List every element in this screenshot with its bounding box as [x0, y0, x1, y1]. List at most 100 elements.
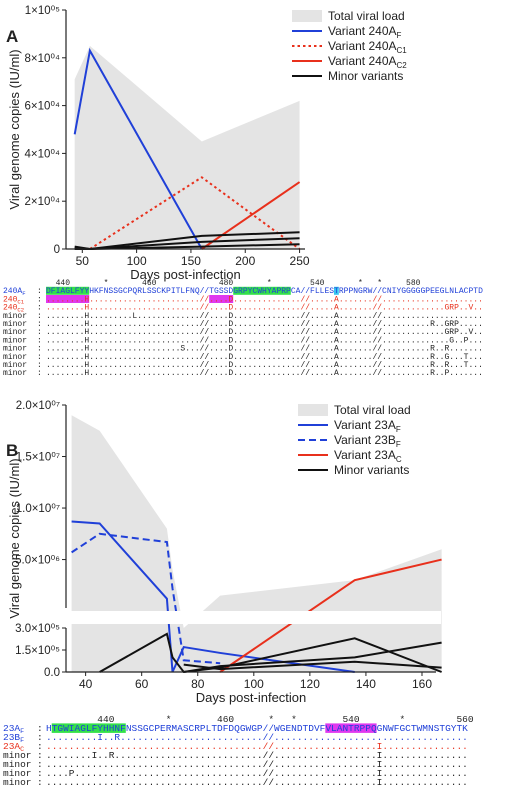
row-label: minor: [3, 353, 27, 362]
legend-subscript: C1: [397, 46, 408, 55]
row-label-subscript: F: [20, 727, 24, 735]
row-label: minor: [3, 759, 32, 770]
x-tick-label: 50: [76, 254, 90, 268]
row-label: minor: [3, 369, 27, 378]
row-label-name: minor: [3, 336, 27, 345]
legend-name: Variant 23A: [334, 448, 396, 462]
legend-label: Minor variants: [334, 463, 409, 477]
x-tick-label: 120: [300, 677, 320, 691]
legend-subscript: C2: [397, 61, 408, 70]
motif-highlight: [325, 723, 377, 733]
row-label-name: minor: [3, 369, 27, 378]
legend-subscript: F: [396, 425, 401, 434]
separator: :: [37, 336, 42, 345]
row-label-name: minor: [3, 328, 27, 337]
legend-name: Variant 240A: [328, 39, 397, 53]
sequence: .........I..R.........................//…: [46, 732, 468, 743]
x-tick-label: 250: [290, 254, 310, 268]
sequence: ........H...................S...//....D.…: [46, 345, 483, 354]
y-tick-label: 0: [54, 244, 60, 256]
separator: :: [37, 328, 42, 337]
separator: :: [37, 320, 42, 329]
row-label-name: minor: [3, 759, 32, 770]
row-label: 23AF: [3, 723, 24, 735]
sequence: ......................................//…: [46, 759, 468, 770]
legend-label: Variant 240AC1: [328, 39, 407, 55]
row-label-subscript: C2: [17, 307, 24, 314]
row-label-subscript: C: [20, 745, 24, 753]
separator: :: [37, 741, 43, 752]
series-line: [89, 176, 301, 250]
x-tick-label: 200: [235, 254, 255, 268]
motif-highlight: [51, 723, 126, 733]
x-tick-label: 80: [191, 677, 205, 691]
sequence: ........I..R..........................//…: [46, 750, 468, 761]
row-label-name: minor: [3, 361, 27, 370]
row-label: minor: [3, 768, 32, 779]
row-label: minor: [3, 361, 27, 370]
separator: :: [37, 287, 42, 296]
row-label-name: 240: [3, 295, 18, 304]
row-label: 23BF: [3, 732, 24, 744]
sequence: ........H.......................//....D.…: [46, 361, 483, 370]
sequence: ........H.......................//....D.…: [46, 304, 483, 313]
separator: :: [37, 345, 42, 354]
sequence: ........H.......................//....D.…: [46, 328, 483, 337]
y-tick-label: 0.0: [44, 667, 60, 679]
legend-label: Total viral load: [328, 9, 405, 23]
legend-name: Variant 240A: [328, 54, 397, 68]
row-label-subscript: C1: [17, 298, 24, 305]
separator: :: [37, 768, 43, 779]
ruler: 440 * 460 * * 540 * 560: [46, 714, 474, 725]
row-label-subscript: F: [20, 736, 24, 744]
legend-subscript: F: [397, 31, 402, 40]
minor-line: [183, 641, 442, 673]
legend-name: Variant 23A: [334, 418, 396, 432]
y-tick-label: 3.0×10⁰⁵: [15, 623, 60, 635]
row-label: minor: [3, 312, 27, 321]
separator: :: [37, 353, 42, 362]
row-label-name: 23B: [3, 732, 20, 743]
legend-label: Total viral load: [334, 403, 411, 417]
y-tick-label: 4×10⁰⁴: [25, 148, 61, 160]
motif-highlight: [209, 295, 234, 303]
row-label: 240AF: [3, 287, 26, 297]
sequence: ........H.......................//....D.…: [46, 336, 483, 345]
legend-swatch: [298, 404, 328, 416]
motif-highlight: [334, 286, 339, 295]
row-label: minor: [3, 777, 32, 788]
separator: :: [37, 777, 43, 788]
total-area: [71, 415, 442, 672]
y-tick-label: 2×10⁰⁴: [25, 196, 61, 208]
row-label-name: minor: [3, 345, 27, 354]
row-label-name: minor: [3, 353, 27, 362]
sequence: ........H.......................//....D.…: [46, 320, 483, 329]
sequence: ........H.......................//....D.…: [46, 369, 483, 378]
axis-break: [67, 611, 441, 624]
y-tick-label: 6×10⁰⁴: [25, 101, 61, 113]
legend-name: Minor variants: [334, 463, 409, 477]
row-label: 240C2: [3, 304, 24, 314]
separator: :: [37, 295, 42, 304]
sequence: ........H.......................//....D.…: [46, 295, 483, 304]
legend-subscript: C: [396, 455, 402, 464]
row-label: minor: [3, 320, 27, 329]
y-tick-label: 8×10⁰⁴: [25, 53, 61, 65]
row-label: 23AC: [3, 741, 24, 753]
legend-label: Variant 23BF: [334, 433, 401, 449]
row-label-name: minor: [3, 768, 32, 779]
sequence: ......................................//…: [46, 741, 468, 752]
row-label-name: 23A: [3, 741, 20, 752]
row-label-name: minor: [3, 750, 32, 761]
row-label-name: minor: [3, 312, 27, 321]
row-label-name: 240: [3, 304, 18, 313]
separator: :: [37, 312, 42, 321]
row-label-name: minor: [3, 777, 32, 788]
legend-name: Variant 240A: [328, 24, 397, 38]
y-tick-label: 1.0×10⁰⁷: [16, 503, 60, 515]
legend-label: Variant 23AF: [334, 418, 401, 434]
sequence: ......................................//…: [46, 777, 468, 788]
y-tick-label: 1.5×10⁰⁵: [15, 645, 60, 657]
y-axis-label: Viral genome copies (IU/ml): [7, 49, 22, 209]
